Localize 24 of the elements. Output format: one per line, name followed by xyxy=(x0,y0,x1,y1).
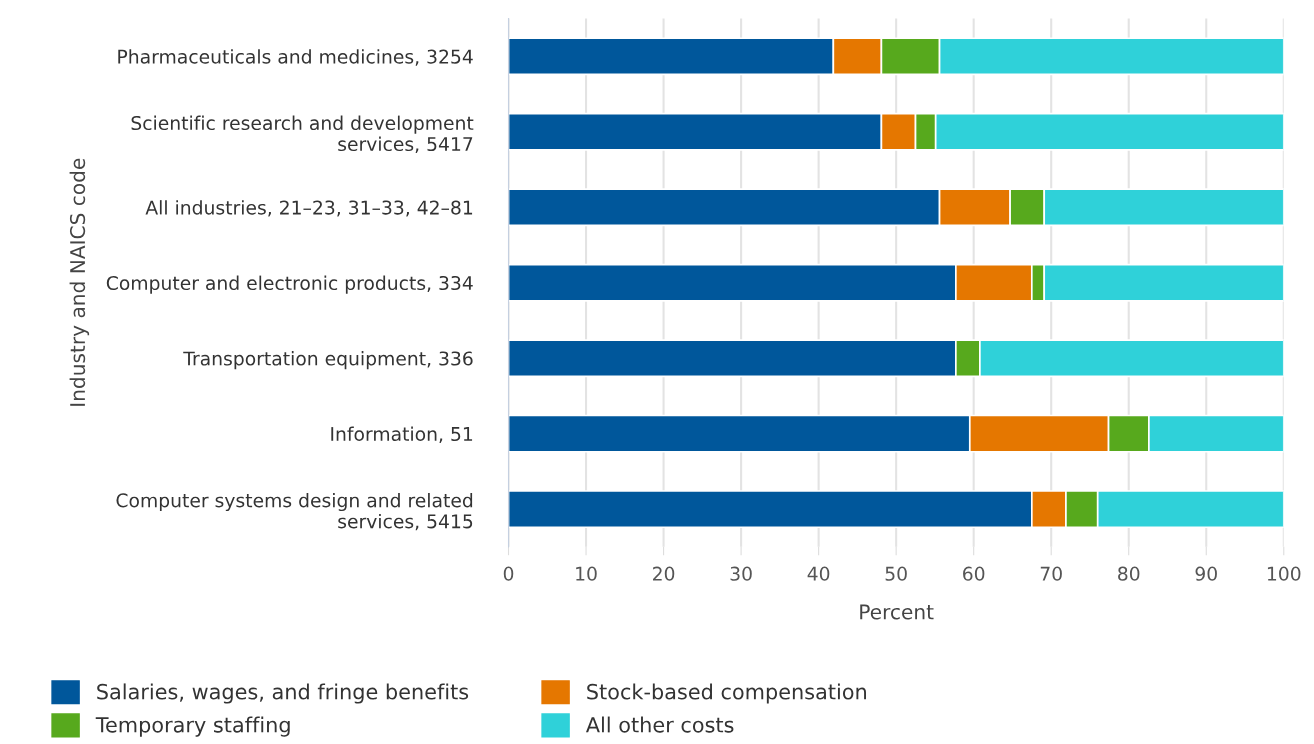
x-axis-title: Percent xyxy=(860,604,934,620)
y-tick-label: Computer systems design and related services, 5415 xyxy=(116,492,473,531)
legend-label: Temporary staffing xyxy=(95,716,290,737)
x-tick-label: 80 xyxy=(1118,566,1140,581)
x-tick-label: 60 xyxy=(963,566,985,581)
y-tick-label: Computer and electronic products, 334 xyxy=(106,275,473,294)
x-tick-label: 50 xyxy=(885,566,907,581)
y-tick-label: All industries, 21–23, 31–33, 42–81 xyxy=(145,200,473,217)
x-tick-label: 40 xyxy=(807,566,830,581)
legend-label: Salaries, wages, and fringe benefits xyxy=(97,683,469,704)
x-tick-label: 90 xyxy=(1195,566,1217,581)
y-tick-label: Transportation equipment, 336 xyxy=(183,351,473,370)
x-tick-label: 30 xyxy=(730,566,752,581)
y-axis-title: Industry and NAICS code xyxy=(69,158,90,406)
x-tick-label: 10 xyxy=(576,566,597,581)
y-tick-label: Scientific research and development services, 5417 xyxy=(131,115,474,154)
x-tick-label: 70 xyxy=(1040,566,1062,581)
legend-label: All other costs xyxy=(585,716,734,733)
x-tick-label: 100 xyxy=(1267,566,1301,581)
legend-label: Stock-based compensation xyxy=(587,683,866,704)
x-tick-label: 20 xyxy=(653,566,675,581)
x-tick-label: 0 xyxy=(503,566,514,581)
y-tick-label: Pharmaceuticals and medicines, 3254 xyxy=(118,49,473,66)
y-tick-label: Information, 51 xyxy=(331,426,473,443)
